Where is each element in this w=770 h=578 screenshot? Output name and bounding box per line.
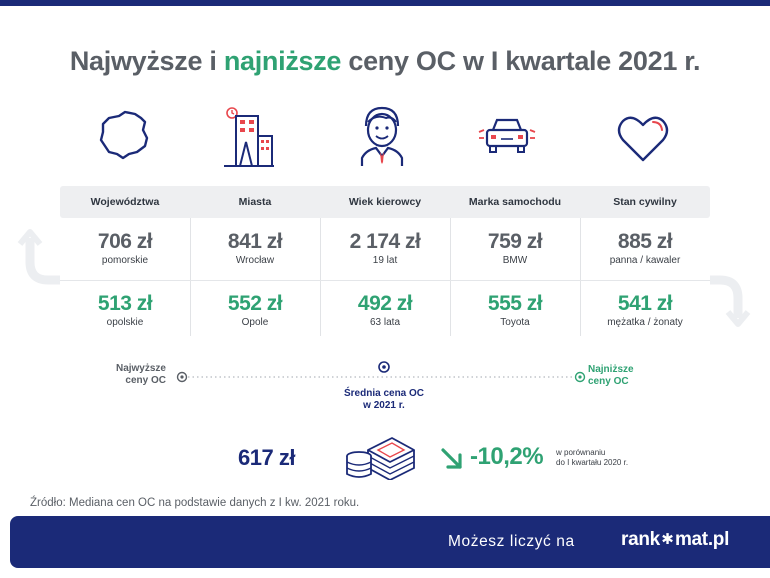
column-divider — [320, 218, 321, 336]
highest-price-value: 706 zł — [97, 230, 153, 253]
row-divider — [60, 280, 710, 281]
header-wojewodztwa: Województwa — [90, 196, 160, 208]
column-divider — [580, 218, 581, 336]
lowest-price-label: opolskie — [106, 317, 144, 328]
top-bar — [0, 0, 770, 6]
highest-price-value: 2 174 zł — [349, 230, 421, 253]
highest-price-label: panna / kawaler — [609, 255, 681, 266]
highest-price-cell: 841 zł Wrocław — [190, 230, 320, 266]
legend-lowest: Najniższe ceny OC — [588, 364, 634, 387]
lowest-price-cell: 555 zł Toyota — [450, 292, 580, 328]
lowest-price-value: 513 zł — [97, 292, 153, 315]
column-divider — [190, 218, 191, 336]
highest-price-cell: 2 174 zł 19 lat — [320, 230, 450, 266]
poland-map-icon — [95, 102, 155, 168]
lowest-price-cell: 541 zł mężatka / żonaty — [580, 292, 710, 328]
average-marker-icon — [378, 361, 390, 373]
header-wiek-kierowcy: Wiek kierowcy — [348, 196, 422, 208]
header-marka-samochodu: Marka samochodu — [468, 196, 562, 208]
price-change: -10,2% — [470, 443, 544, 470]
table-header: Województwa Miasta Wiek kierowcy Marka s… — [60, 186, 710, 218]
highest-price-value: 759 zł — [487, 230, 543, 253]
highest-price-label: pomorskie — [101, 255, 149, 266]
lowest-price-label: Opole — [241, 317, 269, 328]
highest-price-label: Wrocław — [235, 255, 275, 266]
highest-price-cell: 759 zł BMW — [450, 230, 580, 266]
highest-price-cell: 885 zł panna / kawaler — [580, 230, 710, 266]
lowest-price-label: Toyota — [500, 317, 530, 328]
lowest-price-value: 541 zł — [617, 292, 673, 315]
highest-price-cell: 706 zł pomorskie — [60, 230, 190, 266]
comparison-note: w porównaniu do I kwartału 2020 r. — [556, 448, 629, 467]
source-note: Źródło: Mediana cen OC na podstawie dany… — [30, 497, 360, 509]
header-miasta: Miasta — [238, 196, 272, 208]
money-stack-icon — [344, 434, 416, 482]
city-buildings-icon — [218, 102, 278, 168]
lowest-price-label: 63 lata — [369, 317, 401, 328]
highest-price-label: BMW — [502, 255, 528, 266]
footer-banner: Możesz liczyć na rank✱mat.pl — [10, 516, 770, 568]
heart-icon — [613, 108, 673, 174]
header-stan-cywilny: Stan cywilny — [613, 196, 677, 208]
average-price: 617 zł — [238, 445, 295, 470]
lowest-price-value: 492 zł — [357, 292, 413, 315]
lowest-price-label: mężatka / żonaty — [607, 317, 683, 328]
lowest-price-value: 555 zł — [487, 292, 543, 315]
legend-highest: Najwyższe ceny OC — [115, 363, 166, 386]
highest-price-label: 19 lat — [372, 255, 398, 266]
legend-average: Średnia cena OC w 2021 r. — [343, 388, 425, 411]
column-divider — [450, 218, 451, 336]
car-icon — [477, 106, 537, 172]
lowest-price-cell: 552 zł Opole — [190, 292, 320, 328]
highest-price-value: 841 zł — [227, 230, 283, 253]
highest-price-value: 885 zł — [617, 230, 673, 253]
page-title: Najwyższe i najniższe ceny OC w I kwarta… — [69, 46, 701, 76]
star-icon: ✱ — [661, 531, 674, 548]
brand-logo[interactable]: rank✱mat.pl — [621, 529, 730, 550]
highest-marker-icon — [176, 371, 188, 383]
footer-tagline: Możesz liczyć na — [448, 533, 575, 550]
lowest-price-value: 552 zł — [227, 292, 283, 315]
arrow-down-right-icon — [440, 447, 464, 471]
lowest-price-cell: 492 zł 63 lata — [320, 292, 450, 328]
driver-face-icon — [352, 102, 412, 168]
lowest-price-cell: 513 zł opolskie — [60, 292, 190, 328]
lowest-marker-icon — [574, 371, 586, 383]
